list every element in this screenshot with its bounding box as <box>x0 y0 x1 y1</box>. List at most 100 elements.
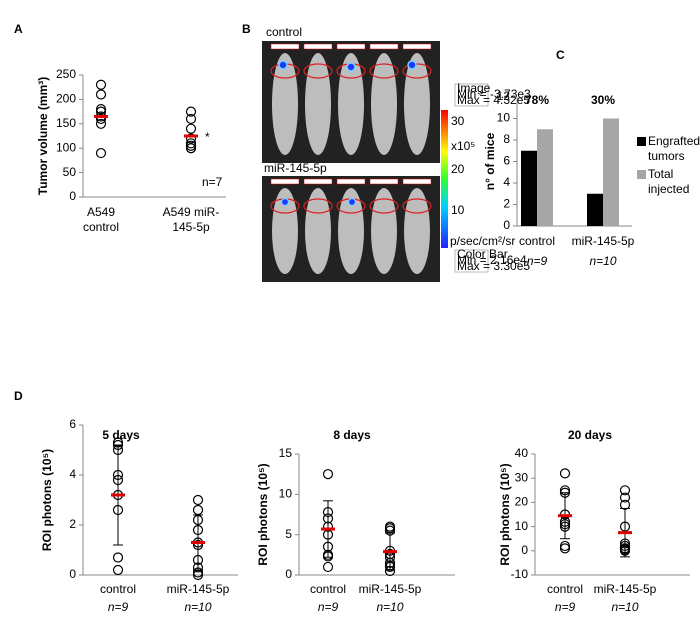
data-point <box>322 541 334 552</box>
legend-label: Total injected <box>648 167 690 196</box>
y-tick-label: 10 <box>497 111 511 125</box>
data-point <box>192 554 204 566</box>
annotation: 78% <box>525 93 549 107</box>
y-axis-label: ROI photons (10⁵) <box>40 449 54 551</box>
roi-label <box>303 178 333 185</box>
roi-circle <box>369 198 399 214</box>
n-label: n=10 <box>184 600 212 614</box>
mouse <box>338 53 364 155</box>
x-tick-label-box: miR-145-5p <box>358 582 422 596</box>
data-point <box>112 474 124 486</box>
y-tick-label: 6 <box>503 154 510 168</box>
n-label: n=9 <box>317 600 339 614</box>
annotation: * <box>205 130 210 144</box>
roi-label <box>336 43 366 50</box>
data-point <box>112 552 124 563</box>
data-point <box>192 567 204 578</box>
data-point <box>384 523 396 534</box>
x-tick-label-box: A549 control <box>82 205 120 234</box>
chart-title: 20 days <box>568 428 612 442</box>
x-tick-label: A549 control <box>82 205 120 234</box>
n-label: n=9 <box>554 600 576 614</box>
y-axis-label: ROI photons (10⁵) <box>256 463 270 565</box>
data-point <box>192 494 204 506</box>
n-label-box: n=10 <box>589 254 616 268</box>
colorbar-unit: p/sec/cm²/sr <box>450 234 515 248</box>
data-point <box>322 469 334 480</box>
data-point <box>112 444 124 456</box>
roi-label <box>270 178 300 185</box>
x-tick-label: control <box>99 582 137 596</box>
x-tick-label: control <box>309 582 347 596</box>
data-point <box>112 437 124 448</box>
data-point <box>559 468 571 479</box>
x-tick-label-box: control <box>309 582 347 596</box>
mouse <box>371 188 397 274</box>
y-axis-label: n° of mice <box>483 132 497 190</box>
mice <box>270 43 432 274</box>
roi-circle <box>303 198 333 214</box>
signal <box>347 197 357 207</box>
roi-label <box>303 43 333 50</box>
data-point <box>192 539 204 551</box>
y-tick-label: 8 <box>503 132 510 146</box>
y-tick-label: 100 <box>56 140 76 154</box>
data-point <box>384 565 396 577</box>
mouse <box>338 188 364 274</box>
roi-label <box>369 178 399 185</box>
mouse <box>272 53 298 155</box>
x-tick-label: control <box>546 582 584 596</box>
colorbar-info: Max = 3.30e5 <box>457 259 530 273</box>
y-tick-label: 0 <box>285 567 292 581</box>
image-caption: control <box>266 25 302 39</box>
image-panel: B control miR-145-5p <box>242 22 448 282</box>
data-point <box>112 564 124 576</box>
x-tick-label-box: miR-145-5p <box>572 234 635 248</box>
panel-letter: D <box>14 389 23 403</box>
y-tick-label: 5 <box>285 527 292 541</box>
data-point <box>619 543 631 554</box>
color-bar <box>441 110 448 248</box>
data-point <box>95 147 107 159</box>
annotation: n=7 <box>202 175 223 189</box>
mouse <box>371 53 397 155</box>
y-tick-label: 0 <box>69 567 76 581</box>
data-point <box>619 538 631 549</box>
colorbar-label: 20 <box>451 162 465 176</box>
data-point <box>322 506 334 518</box>
x-tick-label: miR-145-5p <box>358 582 422 596</box>
x-tick-label-box: control <box>99 582 137 596</box>
signal <box>346 62 356 72</box>
x-tick-label: miR-145-5p <box>166 582 230 596</box>
y-axis-label: ROI photons (10⁵) <box>498 463 512 565</box>
data-point <box>185 113 197 125</box>
signal <box>280 197 290 207</box>
n-label: n=9 <box>526 254 548 268</box>
data-point <box>112 469 124 481</box>
image-caption: miR-145-5p <box>264 161 327 175</box>
data-point <box>185 140 197 151</box>
data-point <box>112 504 124 516</box>
data-point <box>192 569 204 581</box>
n-label: n=9 <box>107 600 129 614</box>
panel-letter: C <box>556 48 565 62</box>
data-point <box>384 557 396 569</box>
data-point <box>192 504 204 516</box>
x-tick-label: control <box>518 234 556 248</box>
data-point <box>192 514 204 526</box>
data-point <box>192 562 204 573</box>
roi-label <box>270 43 300 50</box>
legend-label: Engrafted tumors <box>648 134 700 163</box>
legend-swatch <box>637 170 646 179</box>
data-point <box>619 492 631 503</box>
n-label-box: n=9 <box>554 600 576 614</box>
data-point <box>619 521 631 532</box>
image-info: Image <box>457 81 491 95</box>
data-point <box>192 524 204 536</box>
data-point <box>95 113 107 125</box>
chart-title: 5 days <box>102 428 140 442</box>
n-label: n=10 <box>376 600 404 614</box>
signal <box>407 60 417 70</box>
y-tick-label: 200 <box>56 92 76 106</box>
